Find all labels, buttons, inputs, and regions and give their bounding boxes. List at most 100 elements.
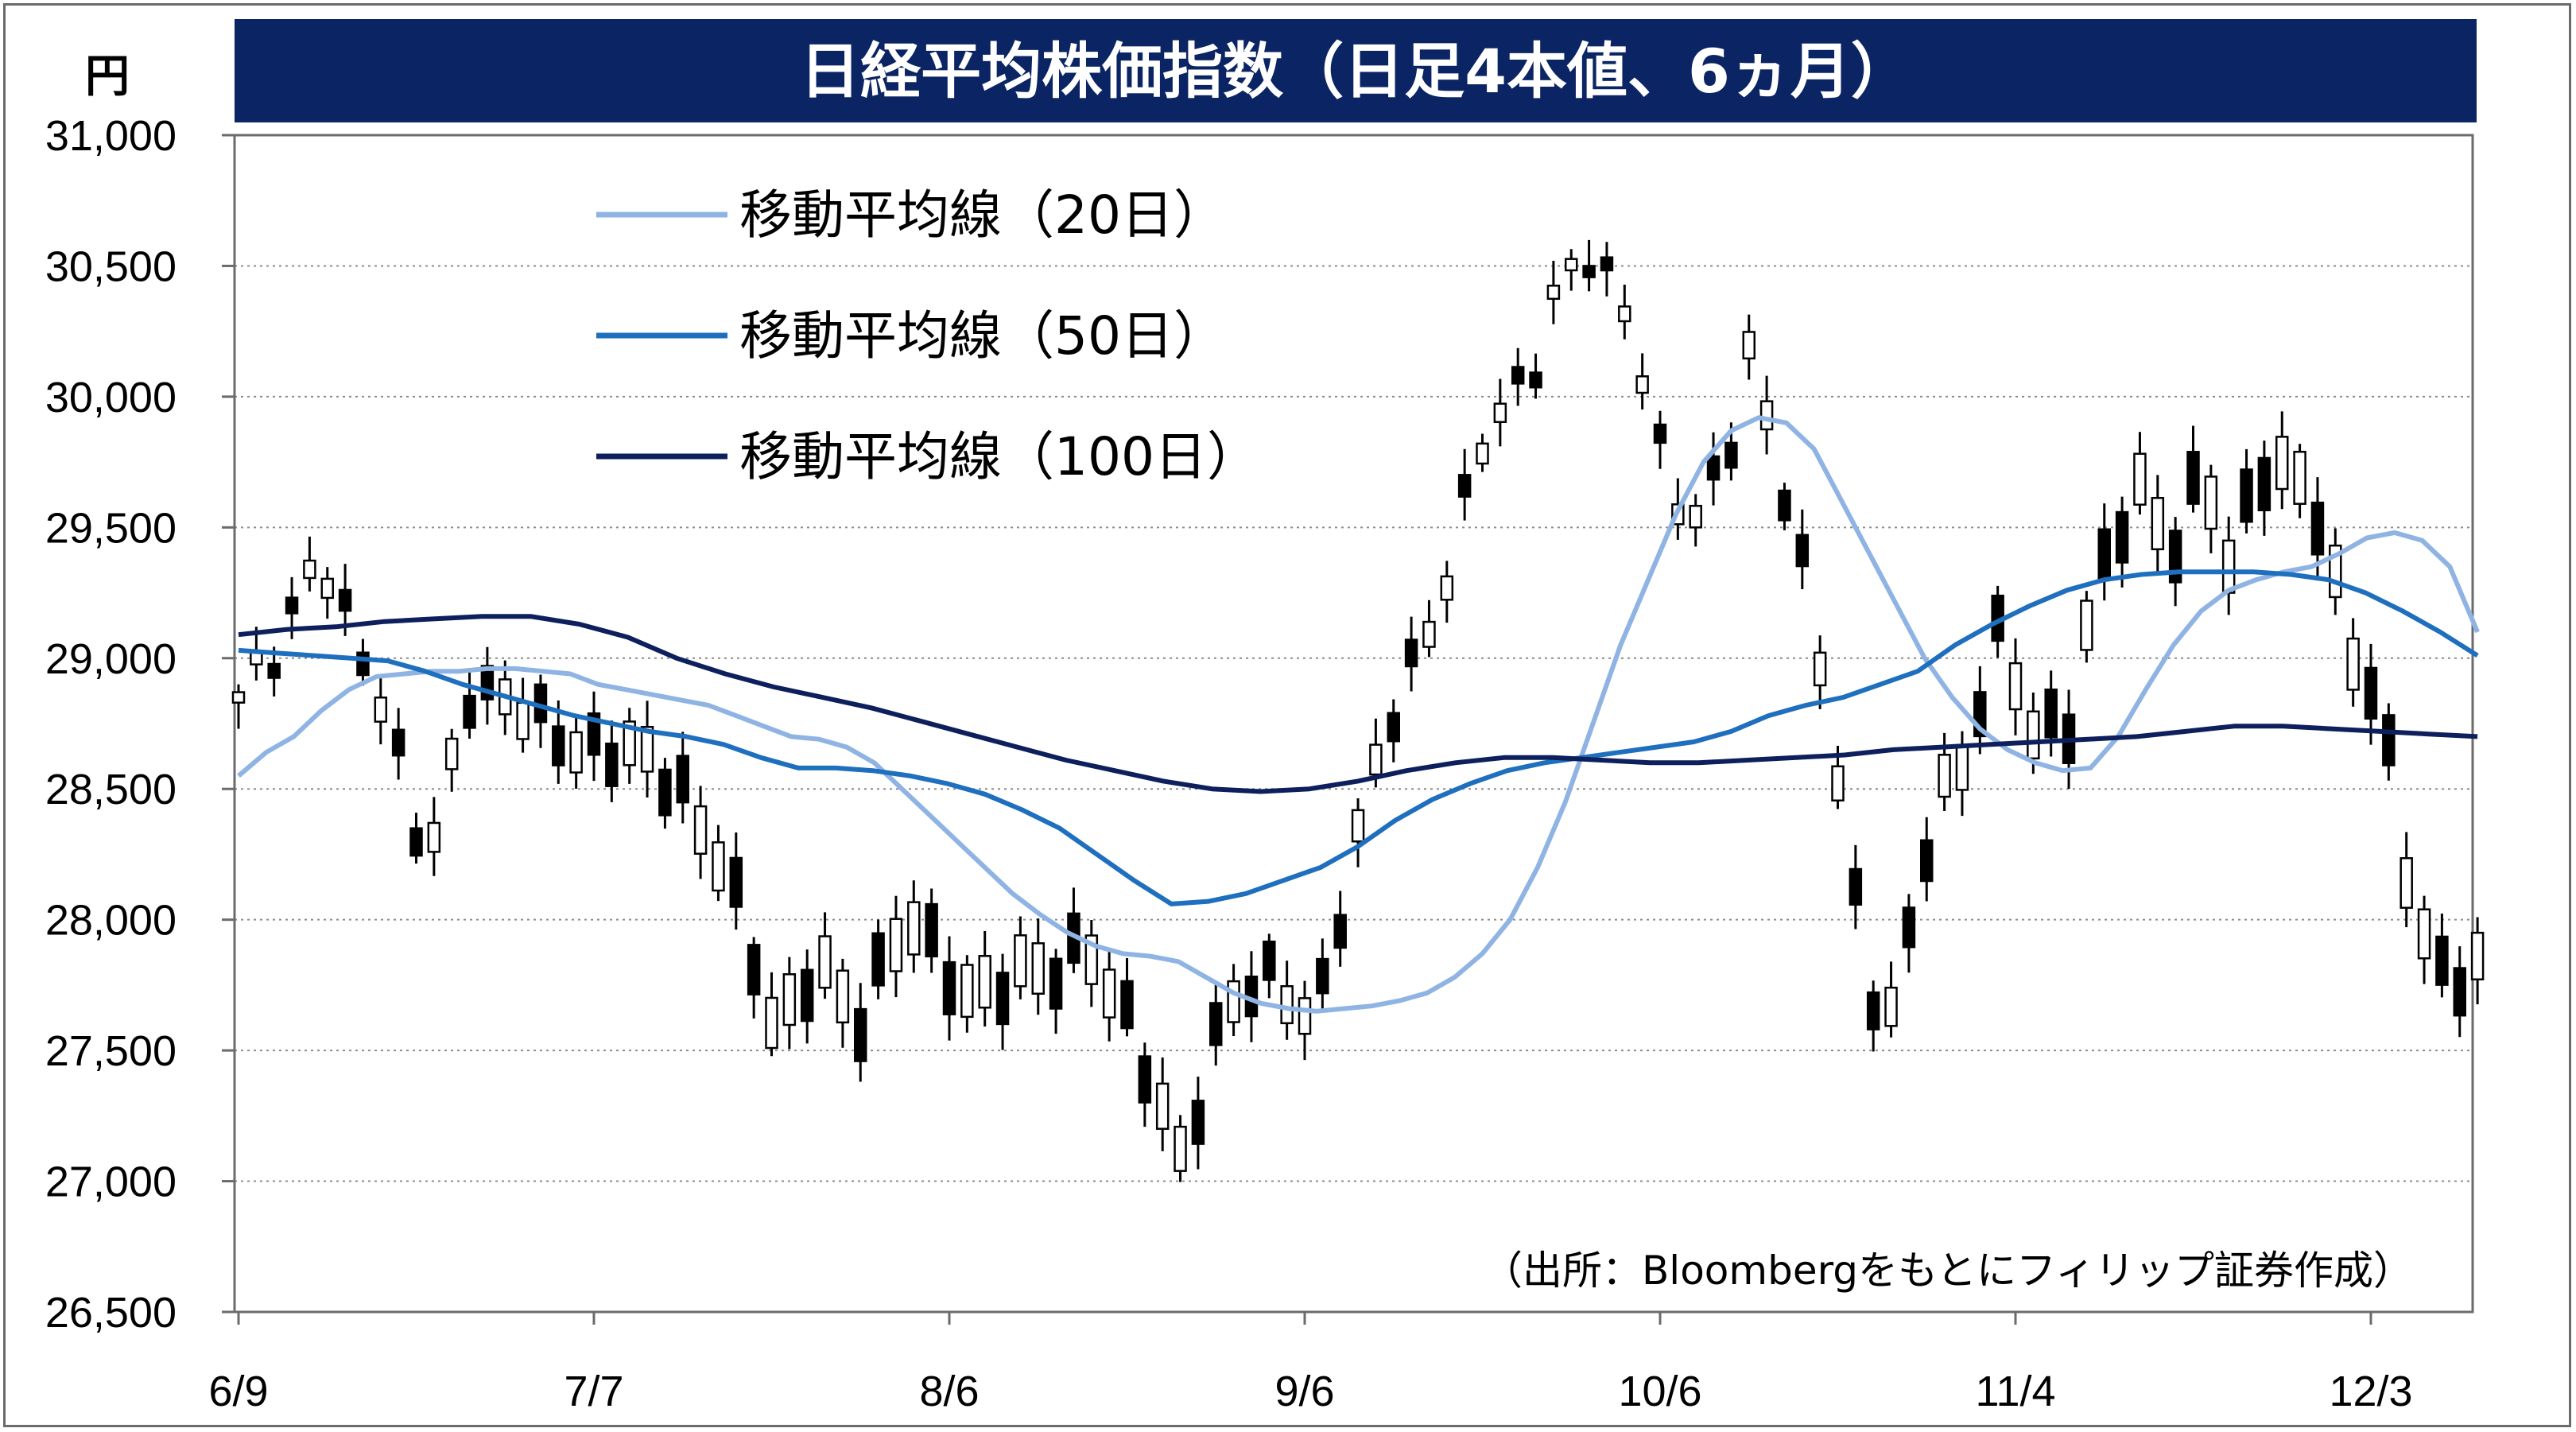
candle-body (800, 968, 814, 1023)
candle-body (1600, 256, 1614, 272)
candle-body (2257, 456, 2271, 511)
y-tick-label: 30,000 (45, 374, 177, 421)
candle-body (267, 662, 281, 679)
x-axis: 6/9 7/7 8/6 9/6 10/6 11/4 12/3 (208, 1312, 2413, 1415)
candle-body (2275, 436, 2289, 491)
candle-body (463, 694, 476, 729)
candle-body (444, 737, 459, 770)
candle-body (1795, 534, 1810, 568)
candle-body (1369, 743, 1383, 776)
candle-body (1565, 258, 1578, 272)
y-tick-label: 30,500 (45, 243, 177, 290)
candle-body (2453, 967, 2466, 1017)
candle-body (836, 969, 850, 1024)
candle-body (1742, 331, 1755, 360)
candle-body (1938, 754, 1951, 798)
candle-body (1955, 746, 1969, 791)
candle-body (2221, 539, 2236, 594)
candle-body (1120, 980, 1134, 1030)
candle-body (854, 1007, 867, 1062)
y-tick-label: 28,500 (45, 766, 177, 813)
candle-body (356, 651, 370, 677)
candle-body (2133, 452, 2147, 506)
plot-border (233, 134, 2474, 1314)
candle-body (516, 701, 530, 740)
candle-body (605, 742, 619, 787)
candle-body (2044, 688, 2058, 739)
candle-body (427, 821, 441, 853)
candle-body (1387, 712, 1400, 743)
candle-body (1902, 906, 1916, 949)
candle-body (303, 559, 316, 580)
candle-body (1618, 305, 1631, 323)
candle-body (1778, 489, 1791, 522)
candle-body (2186, 451, 2200, 505)
x-tick-label: 11/4 (1975, 1368, 2055, 1415)
candle-body (1849, 867, 1863, 906)
candle-body (569, 731, 583, 774)
chart-title: 日経平均株価指数（日足4本値、6ヵ月） (800, 36, 1911, 107)
candle-body (1582, 265, 1596, 278)
candle-body (1884, 986, 1898, 1027)
candle-body (1280, 985, 1294, 1025)
candle-body (2417, 908, 2431, 960)
y-axis: 31,000 30,500 30,000 29,500 29,000 28,500 28,0… (45, 112, 235, 1337)
candle-body (2364, 666, 2378, 720)
candle-body (320, 577, 334, 600)
candle-body (2435, 935, 2449, 986)
candle-body (2399, 857, 2413, 909)
plot-area: 31,000 30,500 30,000 29,500 29,000 28,500 28,0… (45, 112, 2485, 1415)
x-tick-label: 10/6 (1618, 1368, 1701, 1415)
candle-body (2470, 931, 2485, 980)
candle-body (2080, 600, 2093, 651)
candle-body (640, 726, 654, 773)
unit-label: 円 (85, 51, 130, 103)
candle-body (1155, 1082, 1170, 1130)
candle-body (1831, 765, 1845, 801)
candle-body (995, 972, 1010, 1026)
candle-body (747, 944, 761, 995)
ma50-line (238, 569, 2479, 906)
candle-body (818, 935, 832, 989)
y-tick-label: 28,000 (45, 897, 177, 945)
candle-body (2115, 510, 2129, 564)
candle-body (2168, 530, 2182, 584)
candle-body (2382, 714, 2396, 766)
candle-body (1724, 441, 1738, 469)
candlesticks (231, 239, 2485, 1182)
candle-body (1174, 1125, 1187, 1172)
candle-body (2097, 528, 2111, 580)
candle-body (1920, 839, 1934, 883)
candle-body (2008, 662, 2023, 711)
candle-body (2240, 468, 2253, 523)
x-tick-label: 12/3 (2329, 1368, 2412, 1415)
candle-body (1263, 940, 1276, 981)
candle-body (552, 725, 565, 766)
candle-body (2027, 710, 2040, 760)
candle-body (907, 901, 921, 956)
candle-body (1138, 1055, 1152, 1104)
y-tick-label: 27,500 (45, 1027, 177, 1075)
candle-body (693, 805, 708, 855)
x-tick-label: 8/6 (919, 1368, 979, 1415)
candle-body (1404, 638, 1418, 668)
moving-average-lines (237, 415, 2480, 1014)
candle-body (765, 996, 778, 1050)
candle-body (338, 588, 352, 612)
candle-body (925, 902, 938, 958)
candle-body (1049, 957, 1063, 1010)
y-tick-label: 27,000 (45, 1158, 177, 1206)
candle-body (1298, 997, 1312, 1035)
candle-body (1316, 957, 1329, 995)
chart-frame (3, 3, 2571, 1427)
candle-body (1422, 620, 1436, 648)
y-tick-label: 29,500 (45, 504, 177, 552)
candle-body (1653, 423, 1667, 444)
candle-body (2310, 501, 2325, 556)
candle-body (1546, 285, 1561, 301)
candle-body (871, 932, 885, 987)
ma100-line (238, 614, 2478, 794)
candle-body (1333, 914, 1347, 949)
candle-body (1476, 442, 1489, 465)
candle-body (587, 712, 601, 756)
